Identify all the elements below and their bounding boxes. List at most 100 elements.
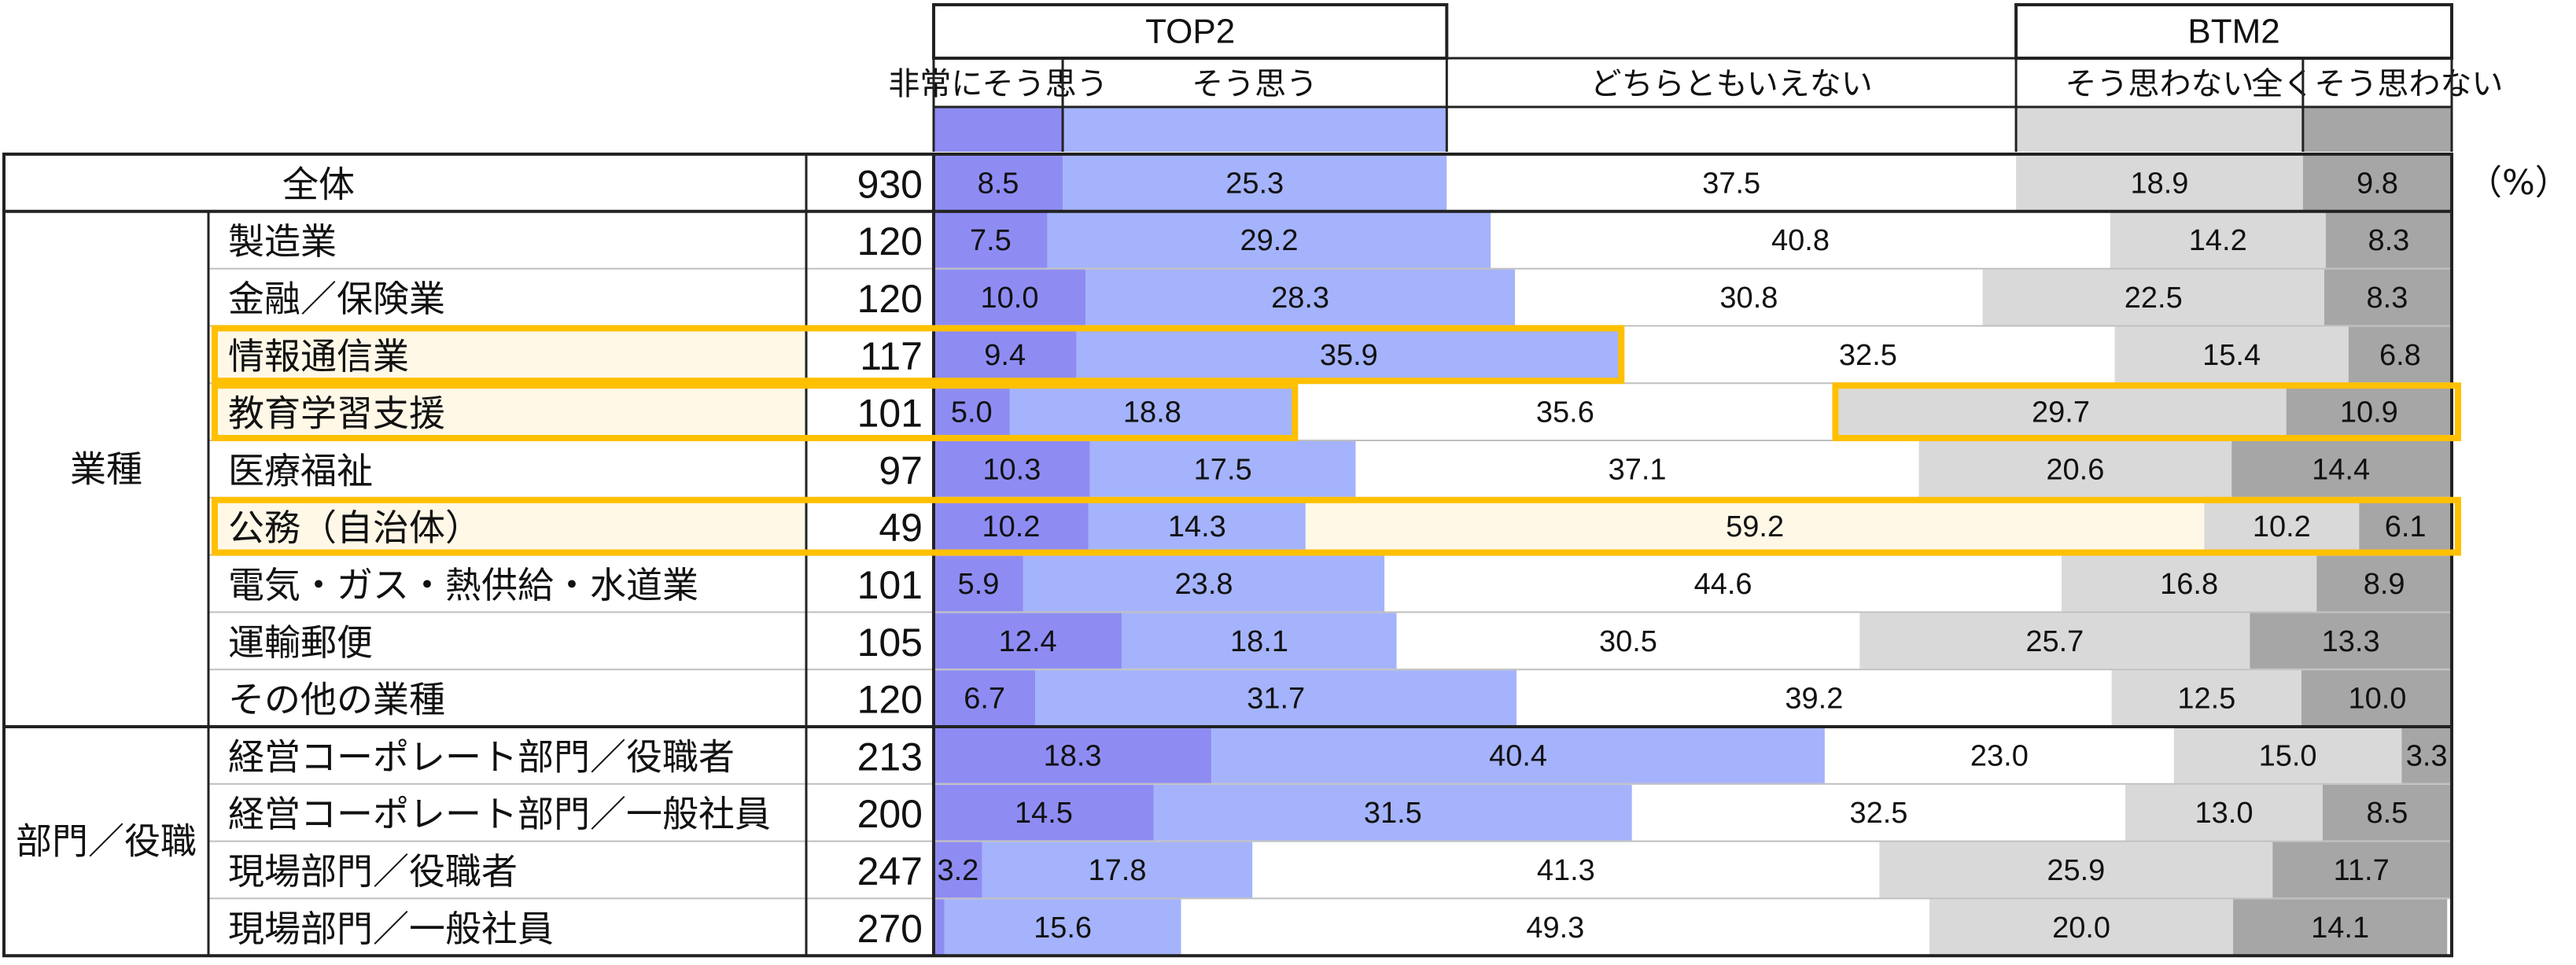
data-label: 16.8 xyxy=(2160,568,2218,601)
bar-segment xyxy=(934,555,1023,612)
row-n: 101 xyxy=(857,563,923,607)
top2-header-box xyxy=(932,3,1449,60)
data-label: 5.0 xyxy=(951,396,993,429)
bar-segment xyxy=(2286,384,2452,440)
data-label: 10.3 xyxy=(982,453,1041,486)
data-label: 12.4 xyxy=(999,625,1057,658)
bar-segment xyxy=(1252,842,1880,898)
data-label: 32.5 xyxy=(1849,797,1907,830)
bar-segment xyxy=(1063,155,1447,211)
row-label: 電気・ガス・熱供給・水道業 xyxy=(228,564,698,606)
bar-segment xyxy=(2322,784,2452,841)
row-n: 247 xyxy=(857,849,923,893)
data-label: 20.0 xyxy=(2052,912,2110,945)
data-label: 5.9 xyxy=(958,568,1000,601)
data-label: 17.8 xyxy=(1089,854,1147,887)
data-label: 22.5 xyxy=(2125,282,2183,315)
data-label: 10.2 xyxy=(2253,510,2311,543)
legend-label-2: どちらともいえない xyxy=(1590,66,1873,102)
bar-segment xyxy=(934,326,1077,383)
data-label: 18.8 xyxy=(1123,396,1181,429)
row-label: その他の業種 xyxy=(228,679,445,721)
bar-segment xyxy=(934,727,1212,783)
data-label: 41.3 xyxy=(1537,854,1595,887)
bar-segment xyxy=(1047,212,1491,268)
data-label: 18.3 xyxy=(1044,739,1102,772)
bar-segment xyxy=(1824,727,2174,783)
data-label: 14.2 xyxy=(2189,224,2247,257)
data-label: 18.9 xyxy=(2130,167,2188,200)
row-label: 現場部門／役職者 xyxy=(228,850,518,893)
data-label: 28.3 xyxy=(1271,282,1329,315)
data-label: 37.1 xyxy=(1609,453,1667,486)
data-label: 40.4 xyxy=(1489,739,1547,772)
data-label: 17.5 xyxy=(1194,453,1252,486)
data-label: 6.7 xyxy=(964,683,1005,716)
data-label: 14.4 xyxy=(2312,453,2370,486)
group-label: 業種 xyxy=(70,448,142,490)
row-label: 運輸郵便 xyxy=(228,621,373,664)
data-label: 6.8 xyxy=(2379,339,2421,372)
data-label: 8.5 xyxy=(2367,797,2408,830)
highlight-border xyxy=(212,325,1625,385)
bar-segment xyxy=(2401,727,2452,783)
bar-segment xyxy=(1023,555,1385,612)
bar-segment xyxy=(934,269,1085,326)
data-label: 10.0 xyxy=(981,282,1039,315)
bar-segment xyxy=(1982,269,2324,326)
bar-segment xyxy=(1089,441,1356,497)
bar-segment xyxy=(2231,441,2451,497)
bar-segment xyxy=(1516,670,2112,726)
data-label: 3.3 xyxy=(2406,739,2448,772)
bar-segment xyxy=(1879,842,2273,898)
bar-segment xyxy=(1621,326,2115,383)
legend-swatch-2 xyxy=(1446,107,2017,152)
bar-segment xyxy=(934,441,1090,497)
data-label: 7.5 xyxy=(970,224,1012,257)
bar-segment xyxy=(1631,784,2126,841)
row-n: 120 xyxy=(857,277,923,321)
bar-segment xyxy=(934,899,945,956)
data-label: 15.4 xyxy=(2202,339,2261,372)
row-n: 117 xyxy=(860,334,923,378)
data-label: 20.6 xyxy=(2046,453,2104,486)
bar-segment xyxy=(1355,441,1919,497)
bar-segment xyxy=(1009,384,1295,440)
bar-segment xyxy=(982,842,1253,898)
legend-label-3: そう思わない xyxy=(2065,66,2254,102)
bar-segment xyxy=(1446,155,2017,211)
bar-segment xyxy=(1929,899,2234,956)
bar-segment xyxy=(1835,384,2287,440)
bar-segment xyxy=(1918,441,2232,497)
data-label: 30.5 xyxy=(1599,625,1657,658)
data-label: 37.5 xyxy=(1702,167,1760,200)
bar-segment xyxy=(2233,899,2448,956)
data-label: 15.6 xyxy=(1034,912,1092,945)
row-n: 105 xyxy=(857,621,923,665)
bar-segment xyxy=(2348,326,2452,383)
bar-segment xyxy=(1211,727,1825,783)
bar-segment xyxy=(2301,670,2453,726)
bar-segment xyxy=(2125,784,2323,841)
bar-segment xyxy=(934,784,1154,841)
row-n: 270 xyxy=(857,907,923,951)
bar-segment xyxy=(2016,155,2303,211)
bar-segment xyxy=(2110,212,2326,268)
row-highlight-fill xyxy=(208,383,806,440)
btm2-header-label: BTM2 xyxy=(2187,13,2279,51)
bar-segment xyxy=(1384,555,2062,612)
data-label: 23.8 xyxy=(1175,568,1233,601)
legend-label-0: 非常にそう思う xyxy=(888,66,1107,102)
row-label: 製造業 xyxy=(228,220,337,263)
bar-segment xyxy=(2324,269,2451,326)
legend-swatch-0 xyxy=(934,107,1063,152)
row-label: 現場部門／一般社員 xyxy=(228,908,554,950)
data-label: 3.2 xyxy=(937,854,978,887)
data-label: 30.8 xyxy=(1719,282,1778,315)
bar-segment xyxy=(2114,326,2349,383)
bar-segment xyxy=(2325,212,2452,268)
bar-segment xyxy=(1122,613,1397,669)
bar-segment xyxy=(934,498,1089,554)
data-label: 25.9 xyxy=(2047,854,2105,887)
row-highlight-fill xyxy=(208,326,806,384)
